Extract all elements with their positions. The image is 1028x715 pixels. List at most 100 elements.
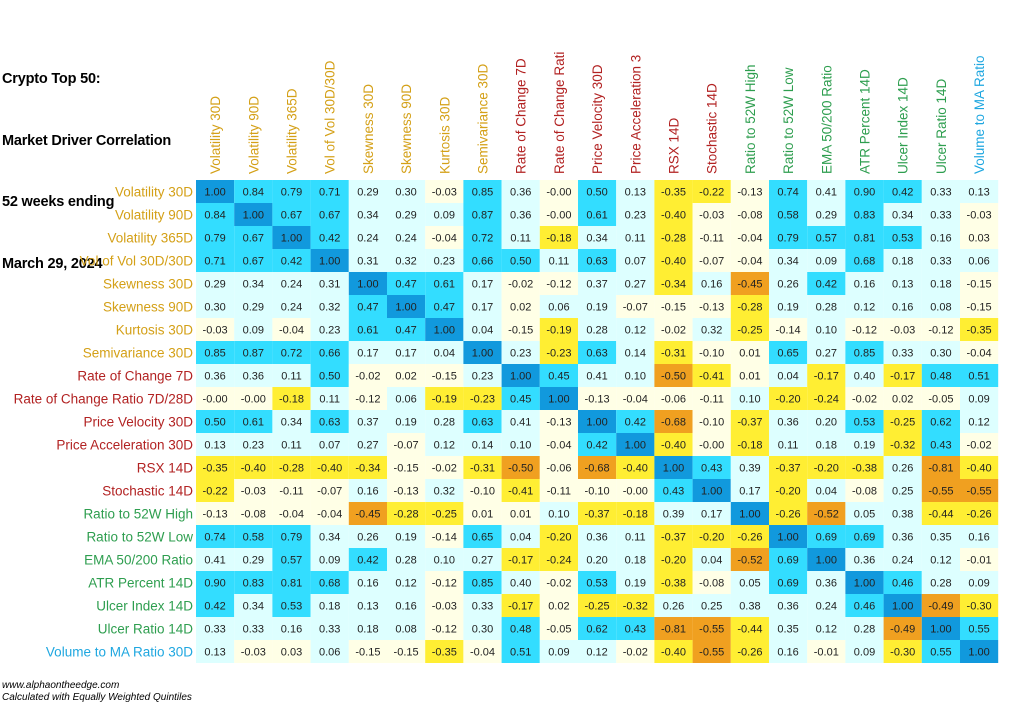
- cell-value: 0.32: [395, 256, 416, 268]
- heatmap-cell: [196, 364, 235, 387]
- heatmap-cell: [578, 180, 617, 203]
- heatmap-cell: [501, 226, 540, 249]
- heatmap-cell: [348, 341, 387, 364]
- heatmap-cell: [348, 479, 387, 502]
- heatmap-cell: [387, 203, 426, 226]
- heatmap-cell: [960, 479, 999, 502]
- heatmap-cell: [692, 226, 731, 249]
- cell-value: -0.40: [317, 463, 342, 475]
- column-label: Skewness 30D: [361, 84, 376, 174]
- heatmap-cell: [883, 295, 922, 318]
- cell-value: 0.33: [243, 624, 264, 636]
- heatmap-cell: [425, 548, 464, 571]
- heatmap-cell: [578, 226, 617, 249]
- heatmap-cell: [845, 571, 884, 594]
- cell-value: -0.07: [623, 302, 648, 314]
- heatmap-cell: [616, 180, 655, 203]
- heatmap-cell: [883, 640, 922, 663]
- correlation-heatmap: 1.00 0.84 0.79 0.71 0.29 0.30 -0.03 0.85 0.36 -0.…: [14, 52, 999, 663]
- heatmap-cell: [845, 364, 884, 387]
- cell-value: 1.00: [586, 417, 607, 429]
- cell-value: -0.10: [699, 417, 724, 429]
- heatmap-cell: [845, 272, 884, 295]
- cell-value: 0.71: [319, 187, 340, 199]
- cell-value: 0.09: [968, 394, 989, 406]
- heatmap-cell: [883, 203, 922, 226]
- cell-value: -0.18: [546, 233, 571, 245]
- heatmap-cell: [578, 410, 617, 433]
- heatmap-cell: [692, 479, 731, 502]
- heatmap-cell: [616, 272, 655, 295]
- cell-value: 0.27: [625, 279, 646, 291]
- heatmap-cell: [960, 640, 999, 663]
- heatmap-cell: [692, 318, 731, 341]
- cell-value: 0.06: [548, 302, 569, 314]
- heatmap-cell: [196, 548, 235, 571]
- cell-value: -0.25: [890, 417, 915, 429]
- heatmap-cell: [730, 318, 769, 341]
- cell-value: 1.00: [319, 256, 340, 268]
- heatmap-cell: [616, 456, 655, 479]
- cell-value: -0.03: [967, 210, 992, 222]
- heatmap-cell: [463, 456, 502, 479]
- cell-value: -0.08: [699, 578, 724, 590]
- cell-value: 0.42: [357, 555, 378, 567]
- heatmap-cell: [234, 387, 273, 410]
- heatmap-cell: [883, 341, 922, 364]
- cell-value: 0.62: [586, 624, 607, 636]
- heatmap-cell: [196, 410, 235, 433]
- cell-value: 0.41: [510, 417, 531, 429]
- heatmap-cell: [616, 226, 655, 249]
- heatmap-cell: [463, 640, 502, 663]
- cell-value: -0.37: [661, 532, 686, 544]
- cell-value: 0.18: [892, 256, 913, 268]
- heatmap-cell: [234, 295, 273, 318]
- heatmap-cell: [578, 502, 617, 525]
- heatmap-cell: [616, 502, 655, 525]
- heatmap-cell: [539, 594, 578, 617]
- heatmap-cell: [310, 548, 349, 571]
- cell-value: 0.72: [472, 233, 493, 245]
- heatmap-cell: [501, 249, 540, 272]
- cell-value: -0.18: [279, 394, 304, 406]
- cell-value: 0.43: [625, 624, 646, 636]
- cell-value: -0.04: [546, 440, 571, 452]
- footer-url[interactable]: www.alphaontheedge.com: [2, 680, 120, 691]
- cell-value: 0.10: [548, 509, 569, 521]
- heatmap-cell: [501, 203, 540, 226]
- heatmap-cell: [234, 180, 273, 203]
- cell-value: 0.25: [701, 601, 722, 613]
- cell-value: 1.00: [357, 279, 378, 291]
- row-label: Skewness 90D: [103, 300, 193, 315]
- cell-value: -0.04: [737, 233, 762, 245]
- cell-value: 0.24: [281, 302, 302, 314]
- column-label: Volume to MA Ratio: [972, 55, 987, 174]
- cell-value: -0.17: [814, 371, 839, 383]
- heatmap-cell: [807, 387, 846, 410]
- heatmap-cell: [692, 617, 731, 640]
- cell-value: 0.29: [816, 210, 837, 222]
- cell-value: 0.11: [625, 532, 646, 544]
- heatmap-cell: [272, 318, 311, 341]
- cell-value: -0.04: [470, 647, 495, 659]
- cell-value: -0.22: [203, 486, 228, 498]
- heatmap-cell: [845, 594, 884, 617]
- footer: www.alphaontheedge.com Calculated with E…: [2, 680, 192, 703]
- cell-value: 0.33: [472, 601, 493, 613]
- heatmap-cell: [463, 364, 502, 387]
- cell-value: 0.02: [892, 394, 913, 406]
- cell-value: 0.66: [472, 256, 493, 268]
- heatmap-cell: [960, 410, 999, 433]
- heatmap-cell: [425, 364, 464, 387]
- cell-value: 0.39: [739, 463, 760, 475]
- cell-value: -0.55: [699, 624, 724, 636]
- cell-value: 0.58: [777, 210, 798, 222]
- cell-value: 0.06: [968, 256, 989, 268]
- cell-value: 0.38: [892, 509, 913, 521]
- heatmap-cell: [730, 410, 769, 433]
- heatmap-cell: [769, 617, 808, 640]
- heatmap-cell: [616, 364, 655, 387]
- cell-value: 0.50: [586, 187, 607, 199]
- heatmap-cell: [807, 617, 846, 640]
- cell-value: 0.85: [854, 348, 875, 360]
